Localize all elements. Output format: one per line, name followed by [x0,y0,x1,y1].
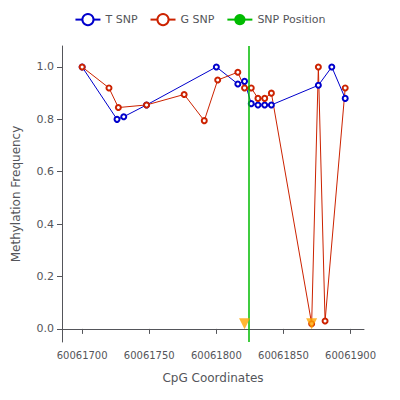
svg-text:60061800: 60061800 [191,350,242,361]
svg-text:0.6: 0.6 [37,165,55,178]
svg-text:1.0: 1.0 [37,60,55,73]
svg-text:Methylation Frequency: Methylation Frequency [9,126,23,263]
svg-text:0.8: 0.8 [37,113,55,126]
svg-text:60061750: 60061750 [124,350,175,361]
svg-text:60061700: 60061700 [57,350,108,361]
svg-text:T SNP: T SNP [104,13,137,26]
svg-text:60061900: 60061900 [325,350,376,361]
svg-text:G SNP: G SNP [181,13,215,26]
svg-text:60061850: 60061850 [258,350,309,361]
svg-text:CpG Coordinates: CpG Coordinates [162,371,263,385]
svg-text:0.4: 0.4 [37,218,55,231]
svg-text:0.2: 0.2 [37,270,55,283]
svg-text:0.0: 0.0 [37,322,55,335]
svg-text:SNP Position: SNP Position [257,13,325,26]
